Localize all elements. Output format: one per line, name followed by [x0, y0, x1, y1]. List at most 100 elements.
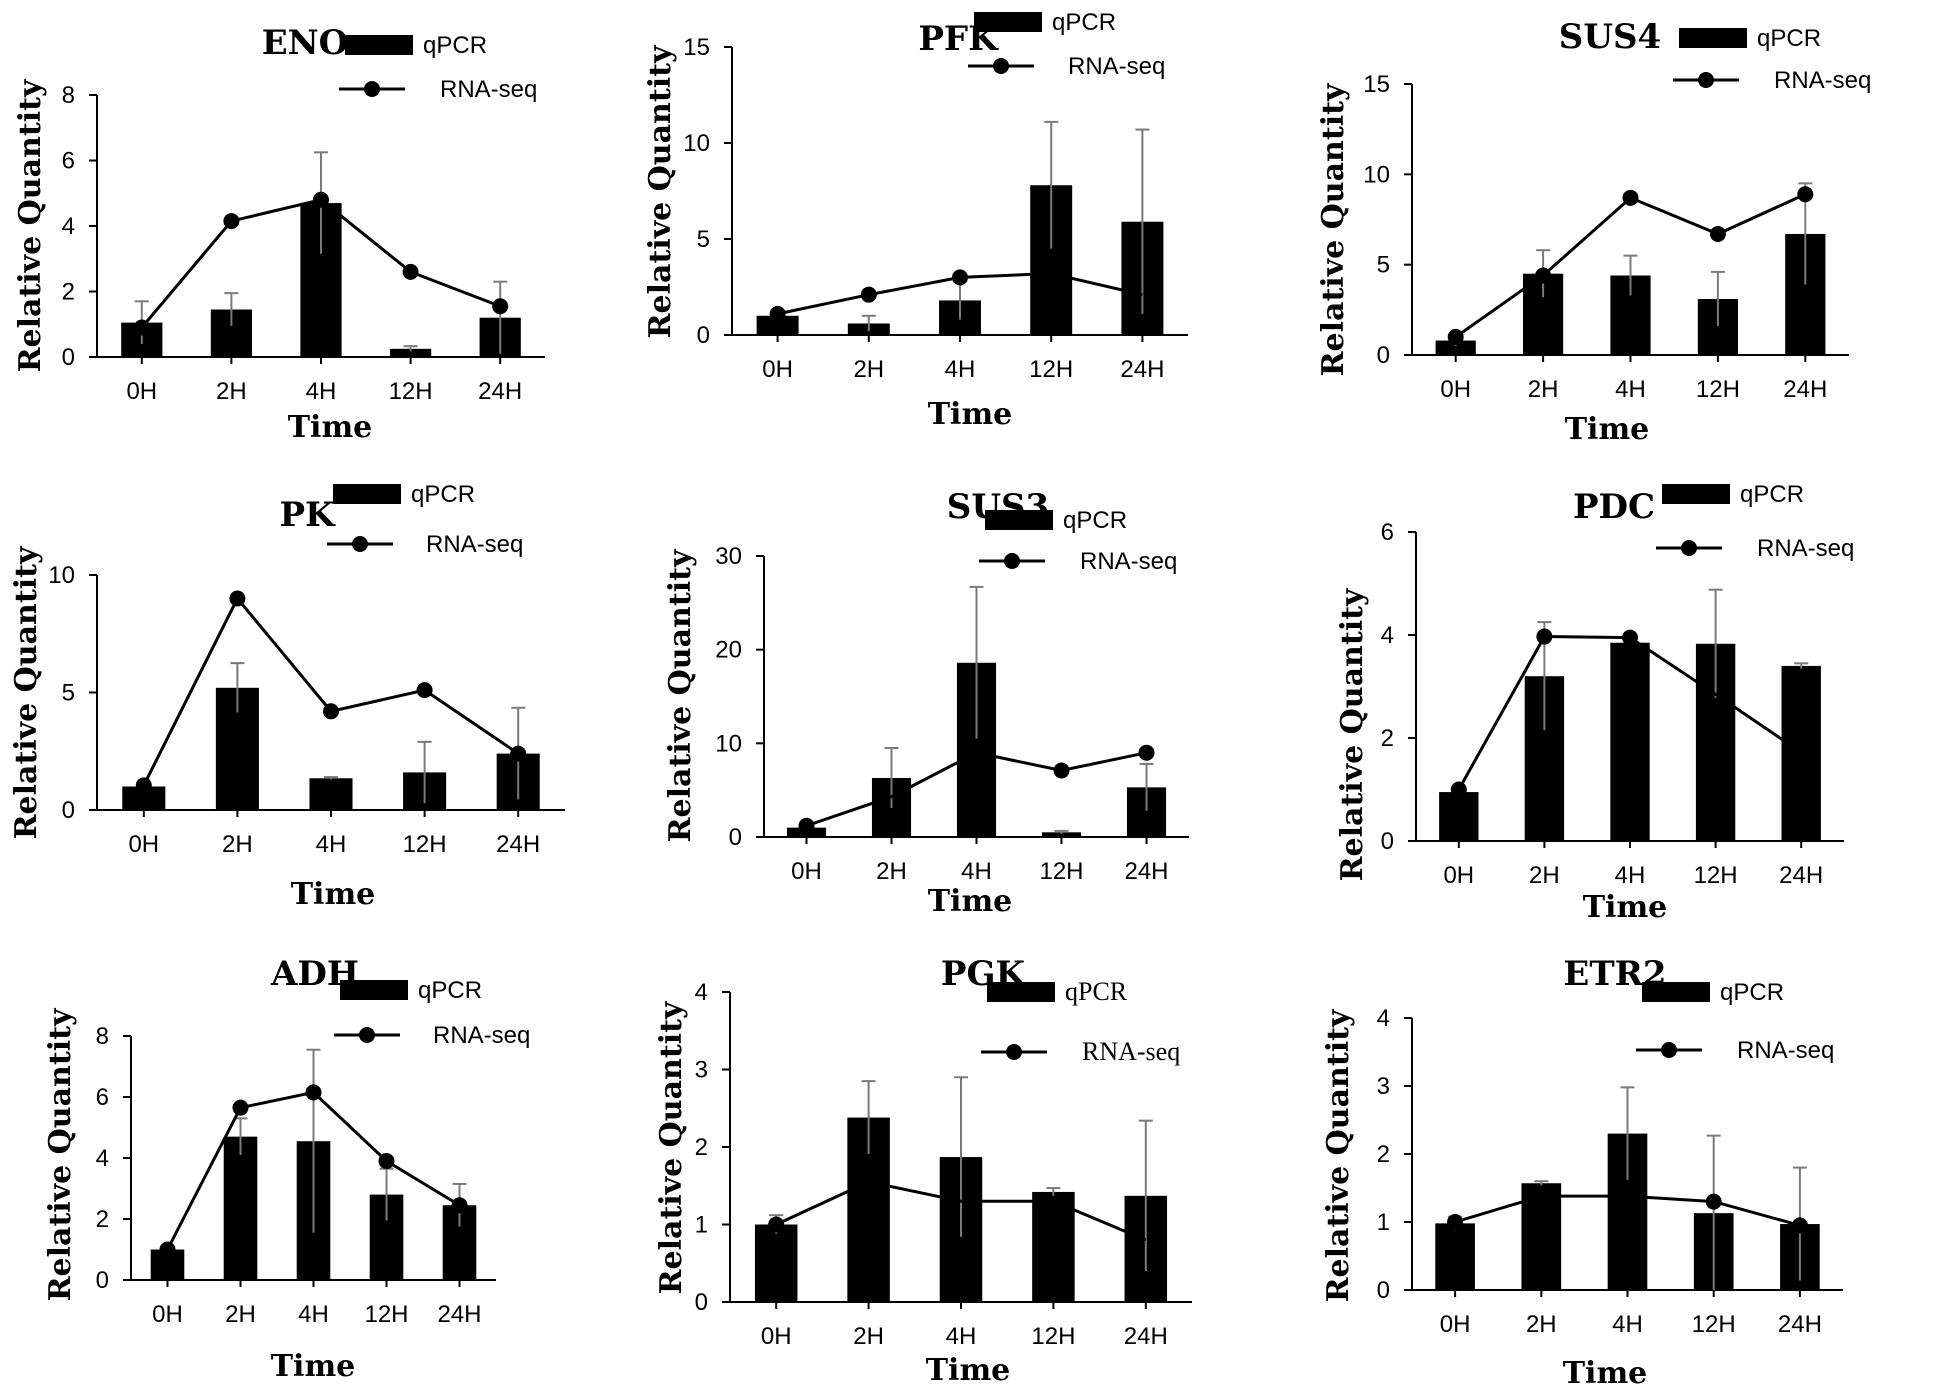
- legend-rnaseq-marker: [359, 1027, 375, 1043]
- y-axis-title: Relative Quantity: [1321, 1008, 1356, 1302]
- bar-12h: [1041, 832, 1082, 837]
- x-tick-label: 12H: [403, 831, 447, 858]
- y-tick-label: 10: [683, 130, 710, 157]
- legend-qpcr-swatch: [333, 484, 401, 504]
- legend-rnaseq-label: RNA-seq: [1068, 53, 1165, 80]
- y-tick-label: 2: [1381, 725, 1394, 752]
- x-tick-label: 12H: [1692, 1311, 1736, 1338]
- legend: qPCR RNA-seq: [334, 977, 530, 1049]
- y-axis-title: Relative Quantity: [43, 1007, 78, 1301]
- x-tick-label: 24H: [1783, 376, 1827, 403]
- x-axis-title: Time: [1563, 1356, 1648, 1391]
- rnaseq-point: [135, 777, 152, 794]
- bar-0h: [756, 315, 799, 335]
- rnaseq-point: [451, 1197, 468, 1214]
- y-tick-label: 0: [695, 1289, 708, 1316]
- rnaseq-point: [1791, 1217, 1808, 1234]
- y-tick-label: 10: [48, 562, 75, 589]
- legend-qpcr-swatch: [987, 982, 1055, 1002]
- bar-0h: [1439, 792, 1479, 841]
- y-tick-label: 2: [1377, 1141, 1390, 1168]
- y-tick-label: 8: [96, 1023, 109, 1050]
- rnaseq-point: [1447, 1214, 1464, 1230]
- chart-title: SUS4: [1559, 17, 1661, 57]
- x-tick-label: 24H: [1779, 862, 1823, 889]
- rnaseq-point: [1138, 744, 1155, 761]
- legend: qPCR RNA-seq: [968, 9, 1165, 80]
- y-axis-title: Relative Quantity: [1335, 587, 1370, 881]
- x-tick-label: 12H: [389, 378, 433, 405]
- chart-title: ENO: [262, 23, 349, 63]
- legend-rnaseq-label: RNA-seq: [1737, 1037, 1834, 1064]
- chart-panel-pk: PK 0 5 10 0H 2H 4H 12H 24H Time Relative Quantity q…: [9, 481, 565, 912]
- legend: qPCR RNA-seq: [979, 507, 1177, 575]
- y-axis-title: Relative Quantity: [654, 1000, 689, 1294]
- legend-qpcr-swatch: [1642, 982, 1710, 1002]
- legend: qPCR RNA-seq: [1636, 979, 1834, 1064]
- legend: qPCR RNA-seq: [339, 32, 537, 103]
- legend-qpcr-swatch: [985, 510, 1053, 530]
- rnaseq-point: [798, 817, 815, 834]
- y-tick-label: 0: [697, 322, 710, 349]
- rnaseq-point: [510, 745, 527, 762]
- x-tick-label: 4H: [946, 1323, 977, 1350]
- x-tick-label: 0H: [1440, 376, 1471, 403]
- legend: qPCR RNA-seq: [1673, 25, 1871, 94]
- x-tick-label: 2H: [1529, 862, 1560, 889]
- legend-rnaseq-marker: [352, 536, 368, 552]
- bar-2h: [223, 1136, 258, 1280]
- rnaseq-point: [1709, 225, 1726, 242]
- legend-rnaseq-marker: [1004, 553, 1020, 569]
- legend-qpcr-label: qPCR: [423, 32, 487, 59]
- x-tick-label: 4H: [316, 831, 347, 858]
- chart-panel-pdc: PDC 0 2 4 6 0H 2H 4H 12H 24H Time Relative Quantity…: [1335, 481, 1854, 925]
- bar-4h: [309, 778, 353, 810]
- x-tick-label: 0H: [761, 1323, 792, 1350]
- legend-rnaseq-label: RNA-seq: [426, 531, 523, 558]
- rnaseq-line: [1454, 1194, 1801, 1227]
- rnaseq-point: [1535, 267, 1552, 284]
- rnaseq-point: [133, 319, 150, 336]
- y-tick-label: 2: [62, 279, 75, 306]
- y-tick-label: 6: [96, 1084, 109, 1111]
- x-axis-title: Time: [926, 1353, 1011, 1388]
- x-tick-label: 24H: [1778, 1311, 1822, 1338]
- y-tick-label: 0: [62, 797, 75, 824]
- legend-qpcr-label: qPCR: [1720, 979, 1784, 1006]
- legend-qpcr-label: qPCR: [1063, 507, 1127, 534]
- x-tick-label: 4H: [1615, 862, 1646, 889]
- rnaseq-point: [1622, 189, 1639, 206]
- legend-qpcr-label: qPCR: [1065, 977, 1128, 1006]
- x-axis-title: Time: [271, 1349, 356, 1384]
- x-axis-title: Time: [928, 397, 1013, 432]
- legend-qpcr-label: qPCR: [1757, 25, 1821, 52]
- x-tick-label: 0H: [152, 1301, 183, 1328]
- legend-rnaseq-marker: [1681, 540, 1697, 556]
- x-tick-label: 12H: [1696, 376, 1740, 403]
- y-tick-label: 4: [1377, 1005, 1390, 1032]
- bar-0h: [1435, 1223, 1475, 1290]
- legend-rnaseq-marker: [1661, 1042, 1677, 1058]
- rnaseq-point: [769, 305, 786, 322]
- y-tick-label: 4: [695, 979, 708, 1006]
- x-tick-label: 12H: [1039, 858, 1083, 885]
- legend-qpcr-swatch: [974, 12, 1042, 32]
- x-tick-label: 2H: [216, 378, 247, 405]
- rnaseq-point: [378, 1153, 395, 1170]
- chart-title: PDC: [1573, 487, 1655, 527]
- y-tick-label: 4: [1381, 622, 1394, 649]
- x-axis-title: Time: [288, 410, 373, 445]
- y-tick-label: 3: [695, 1057, 708, 1084]
- rnaseq-point: [305, 1084, 322, 1101]
- rnaseq-point: [1622, 629, 1638, 646]
- x-axis-title: Time: [1565, 412, 1650, 447]
- legend-qpcr-swatch: [1662, 484, 1730, 504]
- y-tick-label: 1: [1377, 1209, 1390, 1236]
- legend-qpcr-label: qPCR: [1740, 481, 1804, 508]
- legend-rnaseq-label: RNA-seq: [1774, 67, 1871, 94]
- y-tick-label: 30: [715, 543, 742, 570]
- y-tick-label: 1: [695, 1212, 708, 1239]
